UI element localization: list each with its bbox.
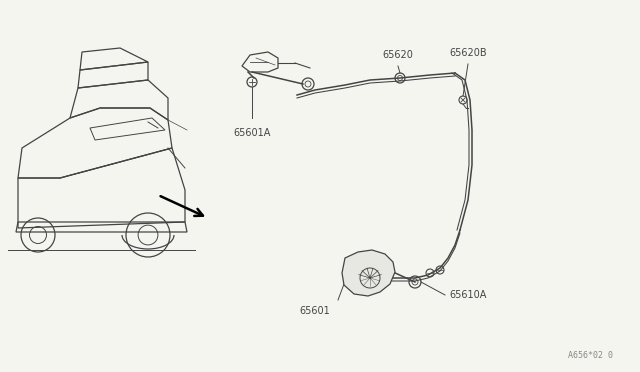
Text: 65620B: 65620B — [449, 48, 487, 58]
Text: 65620: 65620 — [383, 50, 413, 60]
Polygon shape — [342, 250, 395, 296]
Text: 65601A: 65601A — [234, 128, 271, 138]
Text: A656*02 0: A656*02 0 — [568, 350, 612, 359]
Text: 65610A: 65610A — [449, 290, 486, 300]
Text: 65601: 65601 — [300, 306, 330, 316]
